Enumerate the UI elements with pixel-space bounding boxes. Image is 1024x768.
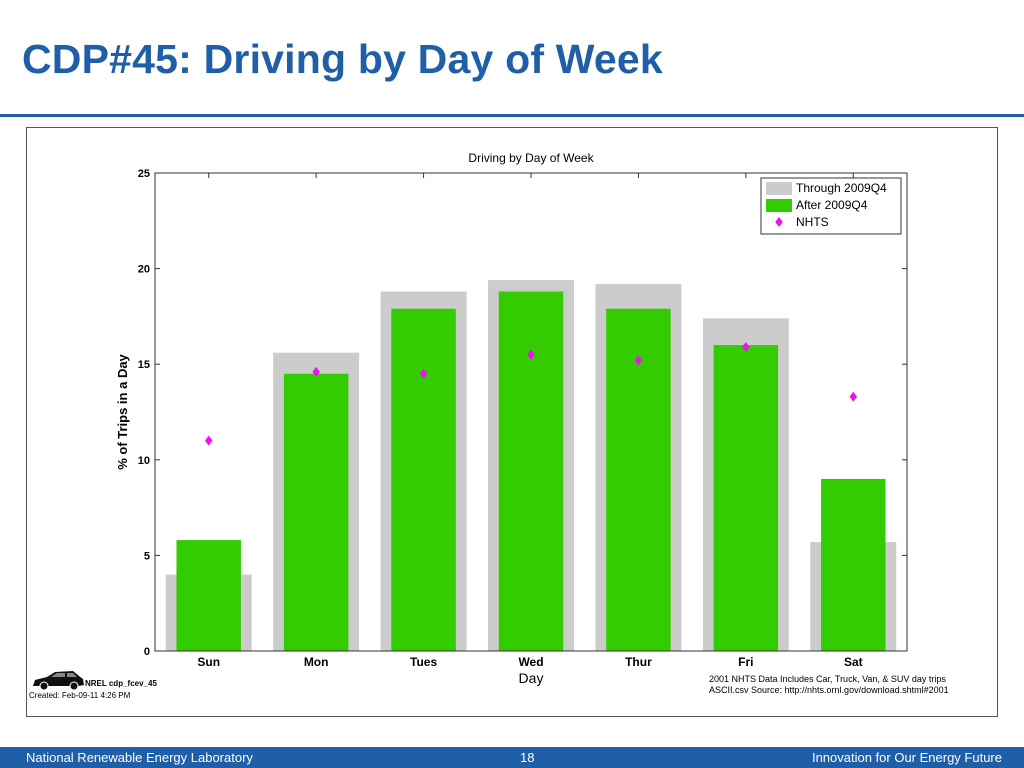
- slide-title: CDP#45: Driving by Day of Week: [22, 36, 663, 82]
- x-tick-label-thur: Thur: [625, 655, 652, 669]
- chart-frame: 0 5 10 15 20 25 Sun Mon Tues Wed Thur Fri Sat Drivin…: [26, 127, 998, 717]
- y-tick-label: 5: [144, 550, 150, 562]
- x-axis-label: Day: [519, 670, 544, 686]
- y-tick-label: 10: [138, 455, 150, 467]
- x-tick-label-fri: Fri: [738, 655, 753, 669]
- bar-after-mon: [283, 373, 349, 651]
- bar-after-wed: [498, 291, 564, 651]
- marker-nhts-thur: [634, 355, 643, 366]
- title-divider: [0, 114, 1024, 117]
- footer-organization: National Renewable Energy Laboratory: [26, 750, 253, 765]
- source-note-line2: ASCII.csv Source: http://nhts.ornl.gov/d…: [709, 685, 949, 695]
- car-icon: [33, 671, 84, 691]
- footer-bar: National Renewable Energy Laboratory 18 …: [0, 747, 1024, 768]
- x-tick-label-tues: Tues: [410, 655, 437, 669]
- series-after-2009q4: [176, 291, 886, 651]
- chart-title: Driving by Day of Week: [468, 151, 594, 165]
- marker-nhts-wed: [527, 349, 535, 360]
- x-tick-label-mon: Mon: [304, 655, 329, 669]
- bar-after-tues: [391, 308, 456, 651]
- y-tick-label: 25: [138, 168, 150, 180]
- legend-swatch-through: [766, 182, 792, 195]
- bar-after-fri: [713, 345, 779, 651]
- x-tick-label-wed: Wed: [518, 655, 543, 669]
- bar-after-sun: [176, 540, 241, 651]
- legend: Through 2009Q4 After 2009Q4 NHTS: [760, 177, 902, 235]
- x-tick-label-sun: Sun: [197, 655, 220, 669]
- y-tick-label: 20: [138, 264, 150, 276]
- y-tick-label: 0: [144, 646, 150, 658]
- y-tick-label: 15: [138, 359, 150, 371]
- bar-after-sat: [821, 478, 886, 651]
- marker-nhts-sat: [849, 391, 858, 402]
- legend-label-after: After 2009Q4: [796, 198, 868, 212]
- series-nhts: [204, 341, 858, 446]
- source-note-line1: 2001 NHTS Data Includes Car, Truck, Van,…: [709, 674, 946, 684]
- car-label: NREL cdp_fcev_45: [85, 679, 157, 688]
- marker-nhts-mon: [312, 366, 320, 377]
- y-axis-label: % of Trips in a Day: [115, 353, 130, 469]
- created-timestamp: Created: Feb-09-11 4:26 PM: [29, 691, 131, 700]
- axis-ticks: 0 5 10 15 20 25 Sun Mon Tues Wed Thur Fri Sat: [138, 168, 907, 669]
- marker-nhts-sun: [204, 435, 213, 446]
- legend-diamond-nhts: [775, 217, 783, 227]
- marker-nhts-tues: [419, 368, 428, 379]
- marker-nhts-fri: [742, 341, 750, 352]
- x-tick-label-sat: Sat: [844, 655, 863, 669]
- legend-swatch-after: [766, 199, 792, 212]
- bar-after-thur: [606, 308, 671, 651]
- footer-tagline: Innovation for Our Energy Future: [811, 750, 1002, 765]
- page-number: 18: [520, 750, 535, 765]
- legend-label-nhts: NHTS: [796, 215, 829, 229]
- chart: 0 5 10 15 20 25 Sun Mon Tues Wed Thur Fri Sat Drivin…: [29, 151, 949, 700]
- legend-label-through: Through 2009Q4: [796, 181, 887, 195]
